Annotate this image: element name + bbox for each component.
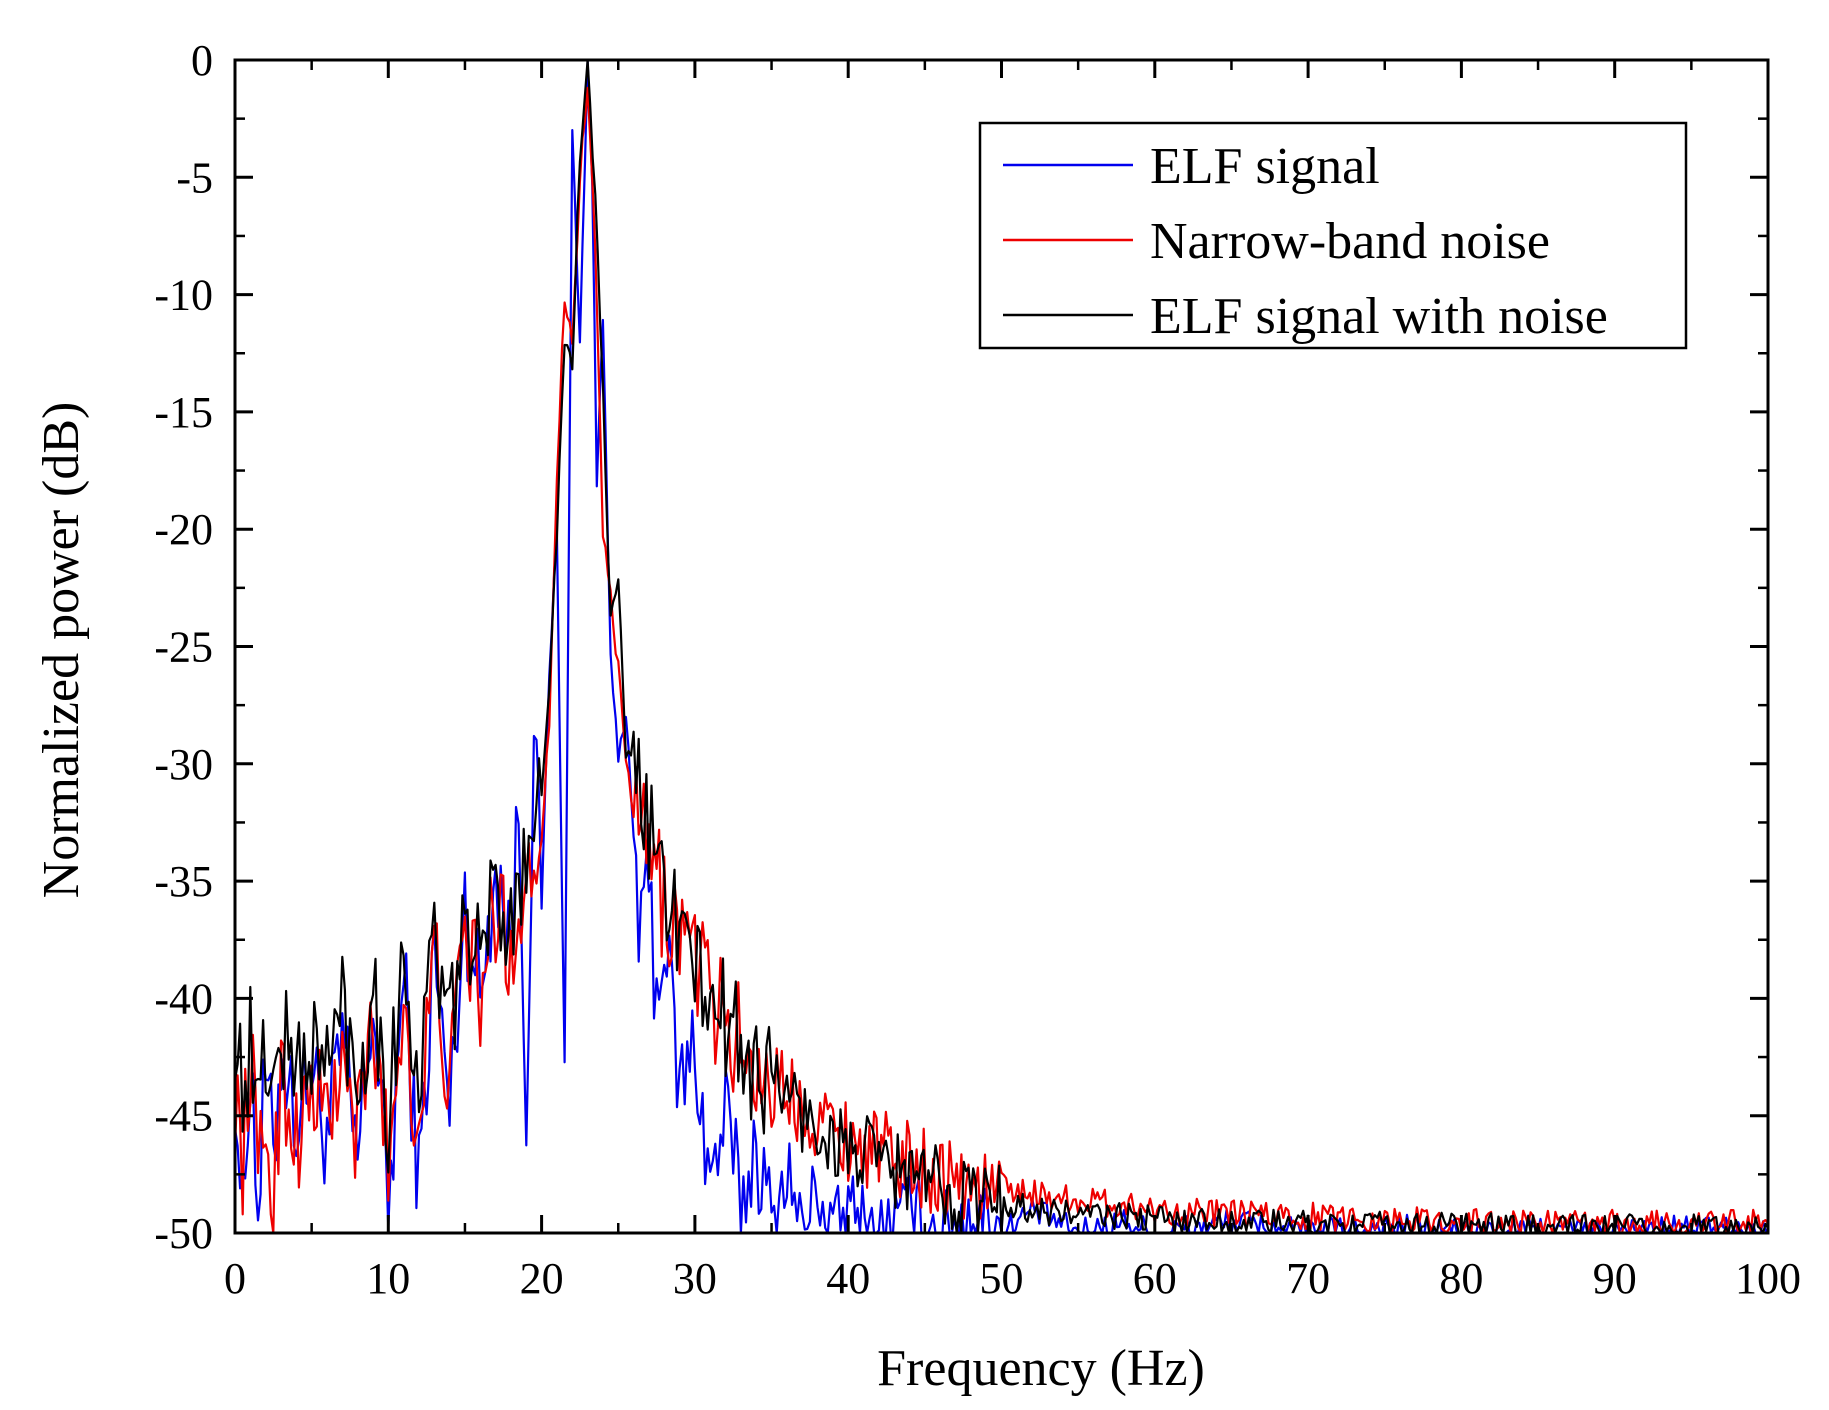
x-tick-label: 0: [224, 1254, 246, 1303]
y-tick-label: -40: [154, 974, 213, 1023]
x-tick-label: 40: [826, 1254, 870, 1303]
x-tick-label: 80: [1439, 1254, 1483, 1303]
y-tick-label: -5: [176, 153, 213, 202]
x-tick-label: 100: [1735, 1254, 1801, 1303]
y-tick-label: -50: [154, 1209, 213, 1258]
y-tick-labels: 0 -5 -10 -15 -20 -25 -30 -35 -40 -45 -50: [154, 36, 213, 1258]
x-tick-labels: 0 10 20 30 40 50 60 70 80 90 100: [224, 1254, 1801, 1303]
y-tick-label: -20: [154, 505, 213, 554]
y-tick-label: -15: [154, 388, 213, 437]
y-tick-label: -25: [154, 623, 213, 672]
legend: ELF signal Narrow-band noise ELF signal wi…: [978, 121, 1688, 350]
legend-box: [978, 121, 1688, 350]
legend-label-1: ELF signal: [1150, 138, 1380, 195]
y-tick-label: -45: [154, 1092, 213, 1141]
x-tick-label: 90: [1593, 1254, 1637, 1303]
x-tick-label: 10: [366, 1254, 410, 1303]
x-tick-label: 50: [980, 1254, 1024, 1303]
legend-label-2: Narrow-band noise: [1150, 213, 1550, 270]
y-tick-label: -10: [154, 271, 213, 320]
x-tick-label: 60: [1133, 1254, 1177, 1303]
y-tick-label: 0: [191, 36, 213, 85]
y-axis-title: Normalized power (dB): [33, 402, 90, 899]
x-tick-label: 20: [520, 1254, 564, 1303]
legend-label-3: ELF signal with noise: [1150, 288, 1608, 345]
tick-layer: [233, 58, 1770, 1235]
series-line-2: [233, 86, 1769, 1235]
y-tick-label: -30: [154, 740, 213, 789]
x-axis-title: Frequency (Hz): [877, 1340, 1205, 1397]
x-tick-label: 30: [673, 1254, 717, 1303]
y-tick-label: -35: [154, 857, 213, 906]
series-line-3: [233, 58, 1769, 1235]
x-tick-label: 70: [1286, 1254, 1330, 1303]
series-layer: [233, 58, 1769, 1235]
